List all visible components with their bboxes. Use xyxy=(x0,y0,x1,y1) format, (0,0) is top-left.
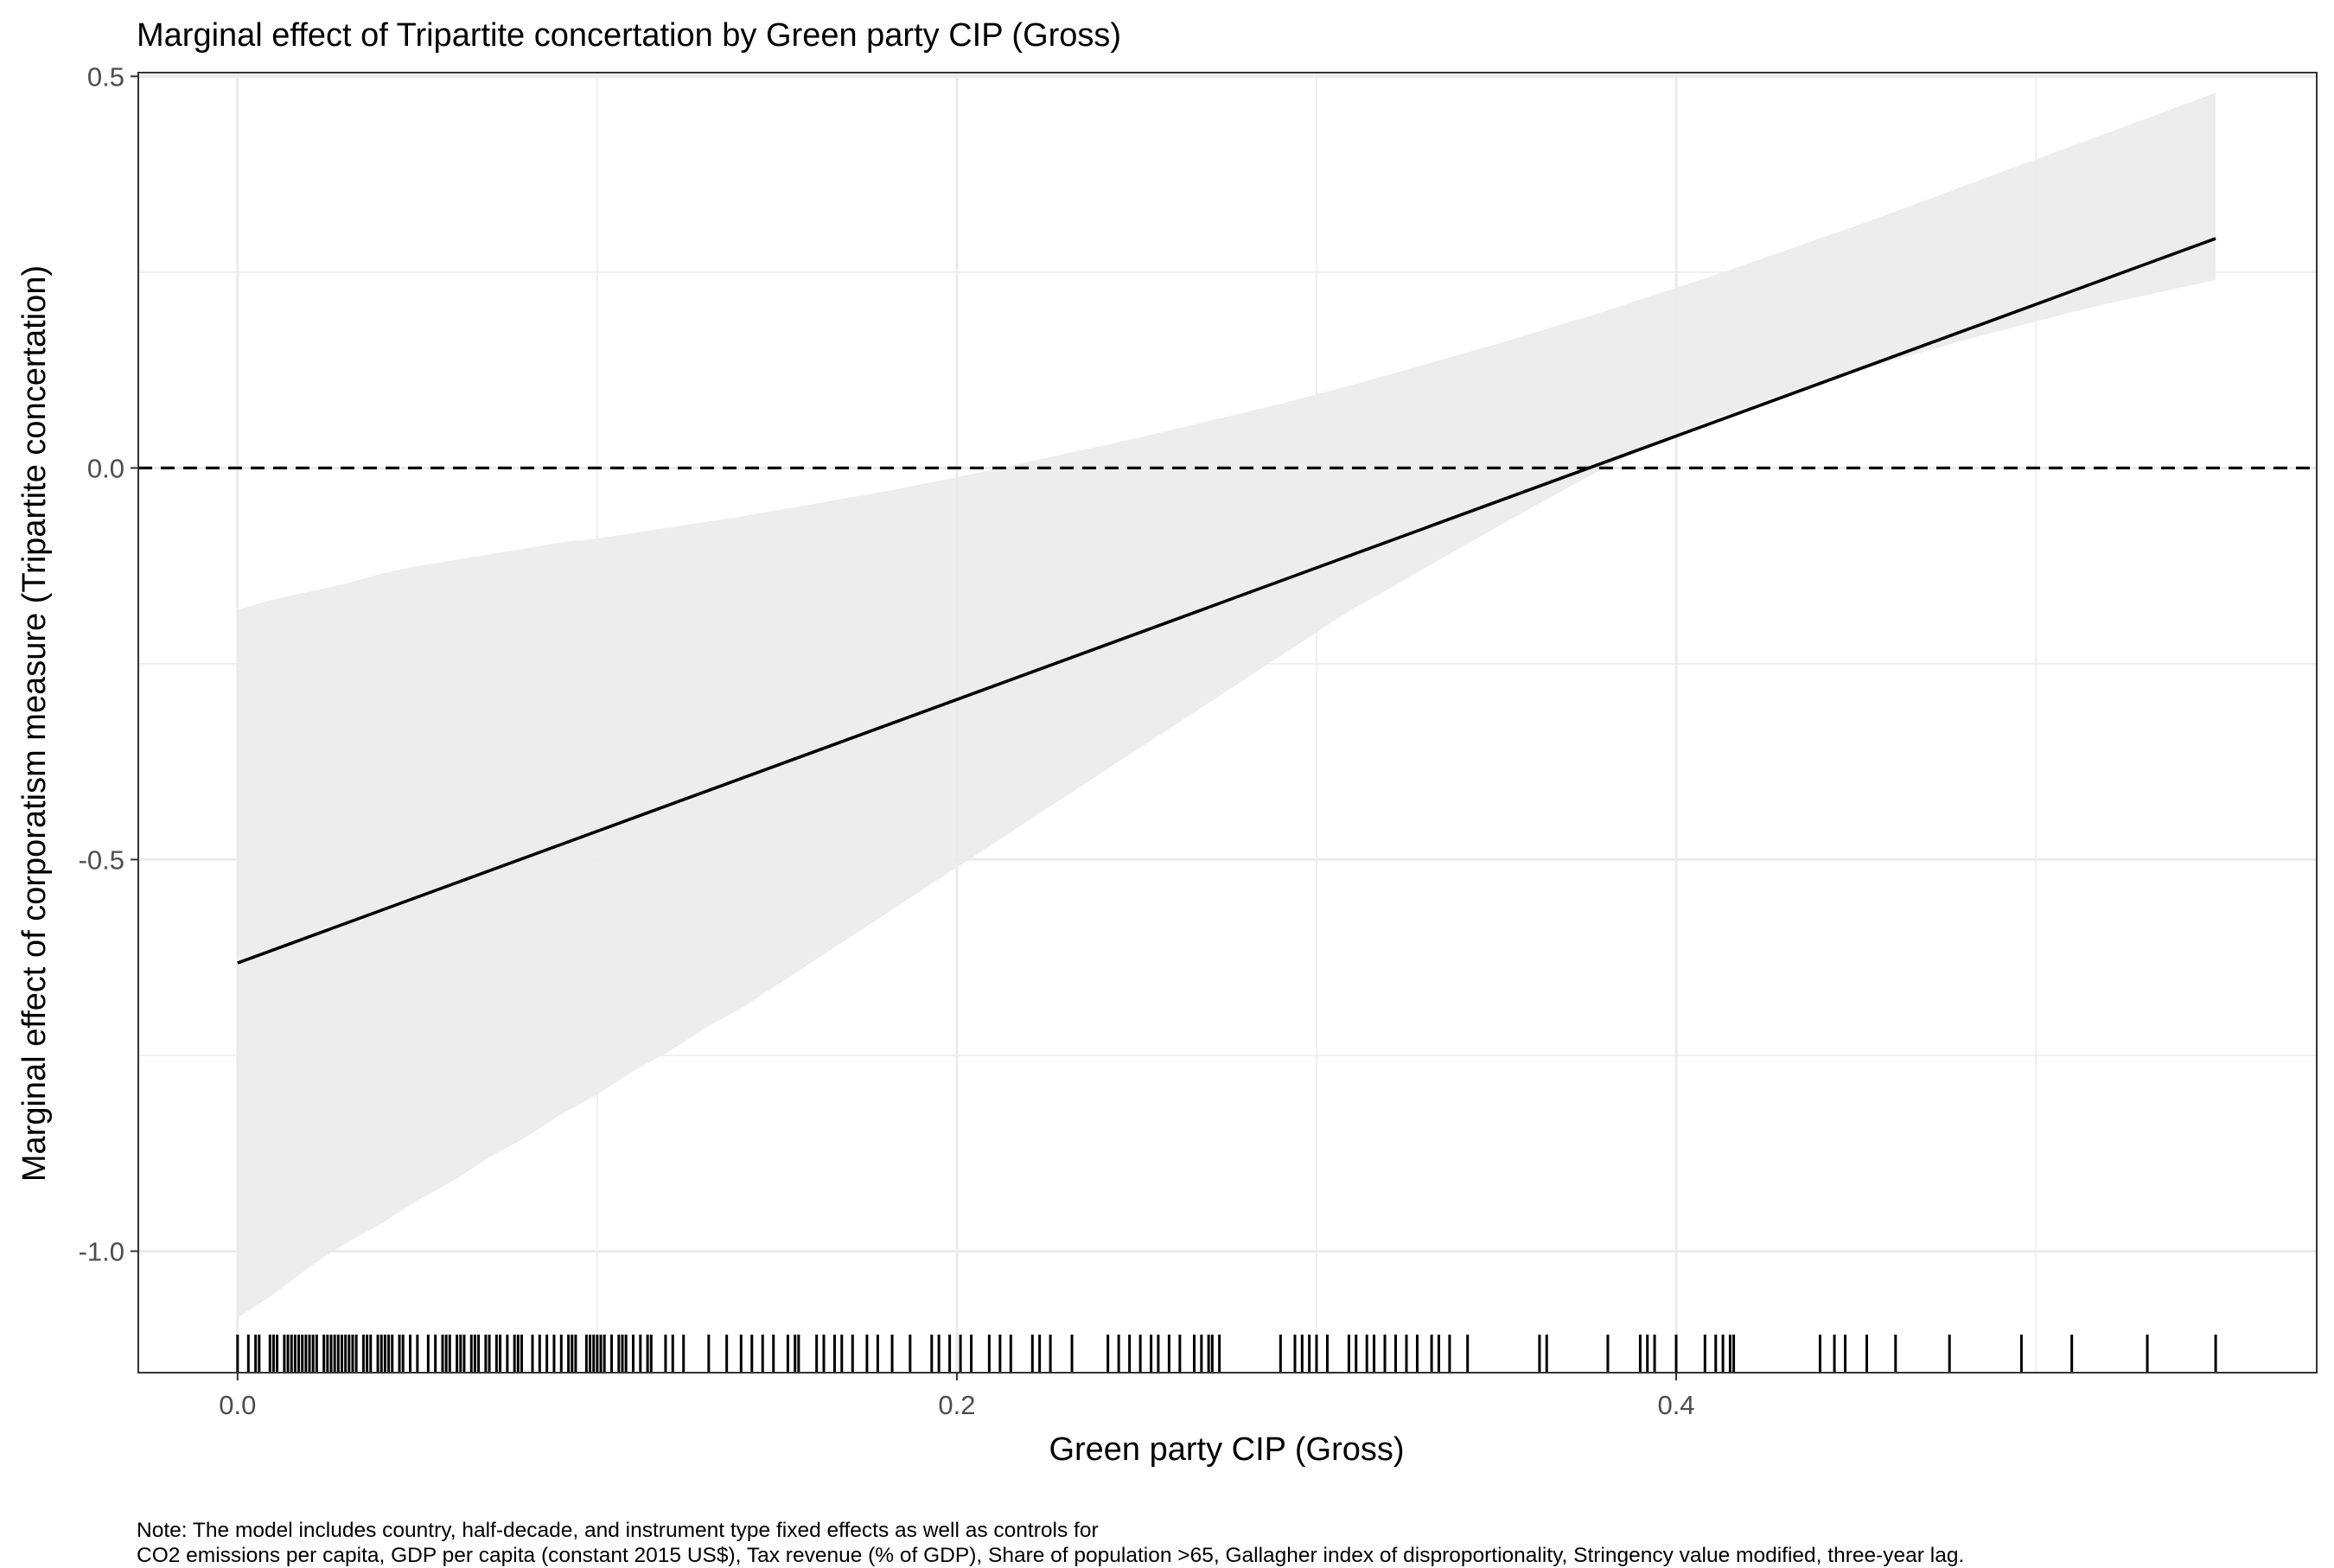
model-note: Note: The model includes country, half-d… xyxy=(137,1518,1964,1568)
marginal-effect-line xyxy=(237,237,2216,965)
y-tick-label: -0.5 xyxy=(79,845,124,875)
y-axis-ticks: 0.5 0.0 -0.5 -1.0 xyxy=(79,61,138,1266)
x-tick-label: 0.4 xyxy=(1657,1390,1694,1420)
rug-marks xyxy=(236,1335,2217,1373)
confidence-ribbon xyxy=(237,92,2216,1318)
x-tick-label: 0.2 xyxy=(938,1390,975,1420)
panel-border xyxy=(137,72,2318,1374)
marginal-effect-chart: Marginal effect of Tripartite concertati… xyxy=(16,17,2318,1468)
y-tick-label: -1.0 xyxy=(79,1236,124,1266)
x-axis-title: Green party CIP (Gross) xyxy=(1049,1431,1404,1468)
model-note-line-1: Note: The model includes country, half-d… xyxy=(137,1519,1099,1542)
y-tick-label: 0.5 xyxy=(87,61,124,92)
x-axis-ticks: 0.0 0.2 0.4 xyxy=(219,1373,1695,1420)
chart-title: Marginal effect of Tripartite concertati… xyxy=(137,17,1121,54)
y-tick-label: 0.0 xyxy=(87,453,124,483)
x-tick-label: 0.0 xyxy=(219,1390,256,1420)
y-axis-title: Marginal effect of corporatism measure (… xyxy=(16,265,53,1182)
